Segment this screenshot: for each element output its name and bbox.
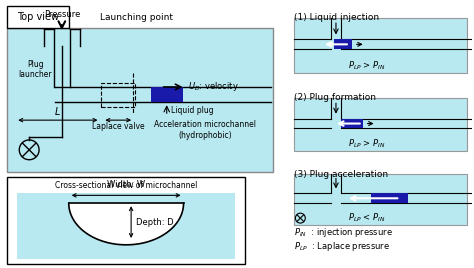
Text: $P_{LP}$ < $P_{IN}$: $P_{LP}$ < $P_{IN}$ (348, 212, 385, 224)
Bar (8, 28, 273, 172)
Text: Top view: Top view (17, 12, 59, 22)
Bar (341, 119, 363, 128)
Bar (334, 39, 352, 49)
Text: Launching point: Launching point (100, 13, 173, 22)
Text: L: L (55, 107, 61, 117)
Text: Plug
launcher: Plug launcher (18, 60, 52, 79)
PathPatch shape (69, 203, 183, 245)
Text: (2) Plug formation: (2) Plug formation (294, 94, 376, 102)
Bar (294, 98, 466, 151)
Text: Pressure: Pressure (44, 10, 80, 19)
Text: Width: W: Width: W (107, 180, 145, 189)
Bar (8, 177, 245, 264)
Text: $P_{LP}$ > $P_{IN}$: $P_{LP}$ > $P_{IN}$ (348, 138, 385, 150)
Bar (371, 193, 408, 203)
Bar (294, 18, 466, 73)
Text: Liquid plug: Liquid plug (171, 106, 213, 115)
Text: $P_{IN}$  : injection pressure: $P_{IN}$ : injection pressure (294, 226, 393, 240)
Text: (3) Plug acceleration: (3) Plug acceleration (294, 170, 389, 179)
Bar (17, 193, 235, 259)
Text: $P_{LP}$ > $P_{IN}$: $P_{LP}$ > $P_{IN}$ (348, 59, 385, 72)
Text: Depth: D: Depth: D (136, 218, 173, 226)
Text: Laplace valve: Laplace valve (92, 122, 145, 131)
Bar (151, 87, 182, 102)
Bar (101, 83, 135, 107)
Text: Cross-sectional view of microchannel: Cross-sectional view of microchannel (55, 181, 197, 190)
Text: $U_D$: velocity: $U_D$: velocity (188, 80, 238, 94)
Bar (294, 174, 466, 225)
Bar (8, 6, 69, 28)
Text: Acceleration microchannel
(hydrophobic): Acceleration microchannel (hydrophobic) (155, 120, 256, 140)
Text: (1) Liquid injection: (1) Liquid injection (294, 13, 380, 22)
Text: $P_{LP}$  : Laplace pressure: $P_{LP}$ : Laplace pressure (294, 240, 391, 253)
